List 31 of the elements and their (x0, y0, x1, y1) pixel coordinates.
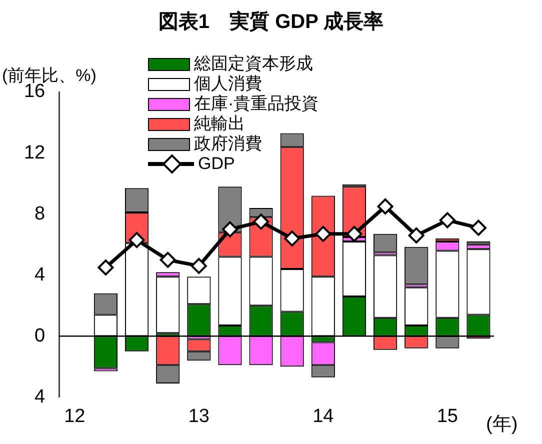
point (253, 214, 270, 230)
point (284, 230, 300, 246)
point (190, 258, 207, 274)
y-tick-label: 0 (34, 325, 46, 346)
y-tick-label: 4 (34, 264, 46, 286)
y-tick-label: 12 (24, 142, 46, 164)
point (98, 259, 114, 276)
y-tick-label: 8 (34, 203, 46, 224)
legend-label: 在庫·貴重品投資 (194, 94, 319, 114)
point (377, 198, 394, 214)
legend-label: 政府消費 (194, 134, 262, 154)
point (222, 221, 238, 238)
legend-label: 総固定資本形成 (194, 54, 313, 74)
x-tick-label: 13 (188, 406, 210, 427)
point (128, 232, 145, 248)
x-axis-title: (年) (486, 413, 518, 437)
x-tick-label: 12 (64, 406, 86, 427)
point (439, 212, 456, 228)
legend-label: 個人消費 (194, 74, 262, 94)
y-axis-title: (前年比、%) (2, 65, 96, 85)
x-tick-label: 15 (436, 406, 458, 427)
point (346, 226, 362, 242)
point (160, 252, 176, 268)
y-tick-label: 4 (34, 386, 46, 408)
point (315, 226, 332, 242)
chart-title: 図表1 実質 GDP 成長率 (157, 10, 385, 35)
x-tick-label: 14 (312, 406, 334, 427)
point (408, 227, 424, 244)
legend-label: 純輸出 (194, 114, 245, 134)
point (470, 220, 486, 236)
legend-label: GDP (198, 154, 235, 174)
